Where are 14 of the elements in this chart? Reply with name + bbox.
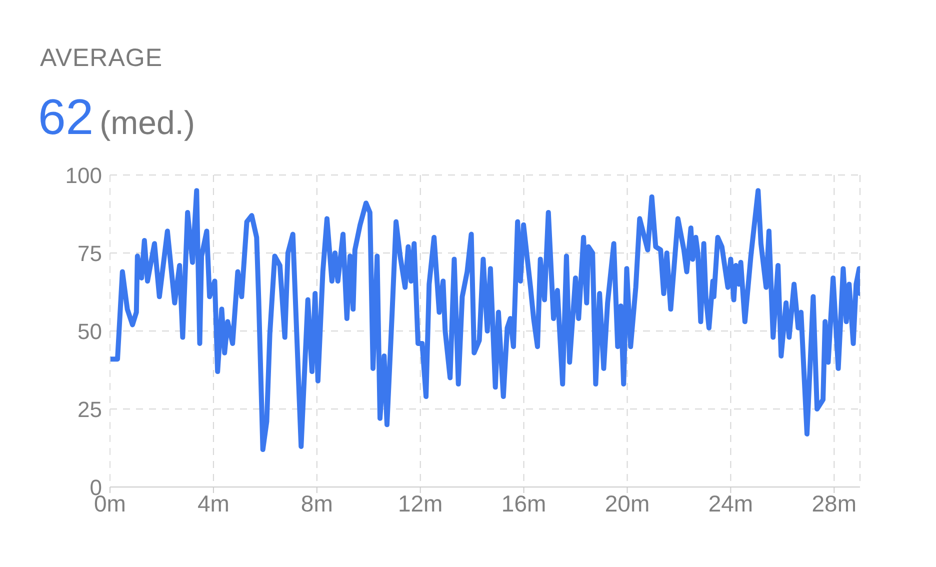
x-tick-label: 12m (398, 490, 443, 516)
chart-title: AVERAGE (40, 44, 163, 73)
y-tick-label: 50 (78, 318, 102, 344)
x-tick-label: 28m (812, 490, 857, 516)
text: (med.) (100, 104, 195, 141)
y-tick-label: 25 (78, 396, 102, 422)
x-tick-label: 20m (604, 490, 650, 516)
x-tick-label: 24m (708, 490, 754, 516)
chart-subtitle: 62 (38, 89, 94, 145)
y-tick-label: 100 (65, 162, 102, 188)
x-tick-label: 8m (300, 490, 333, 516)
y-tick-label: 75 (78, 240, 102, 266)
x-tick-label: 4m (197, 490, 230, 516)
x-tick-label: 16m (501, 490, 546, 516)
